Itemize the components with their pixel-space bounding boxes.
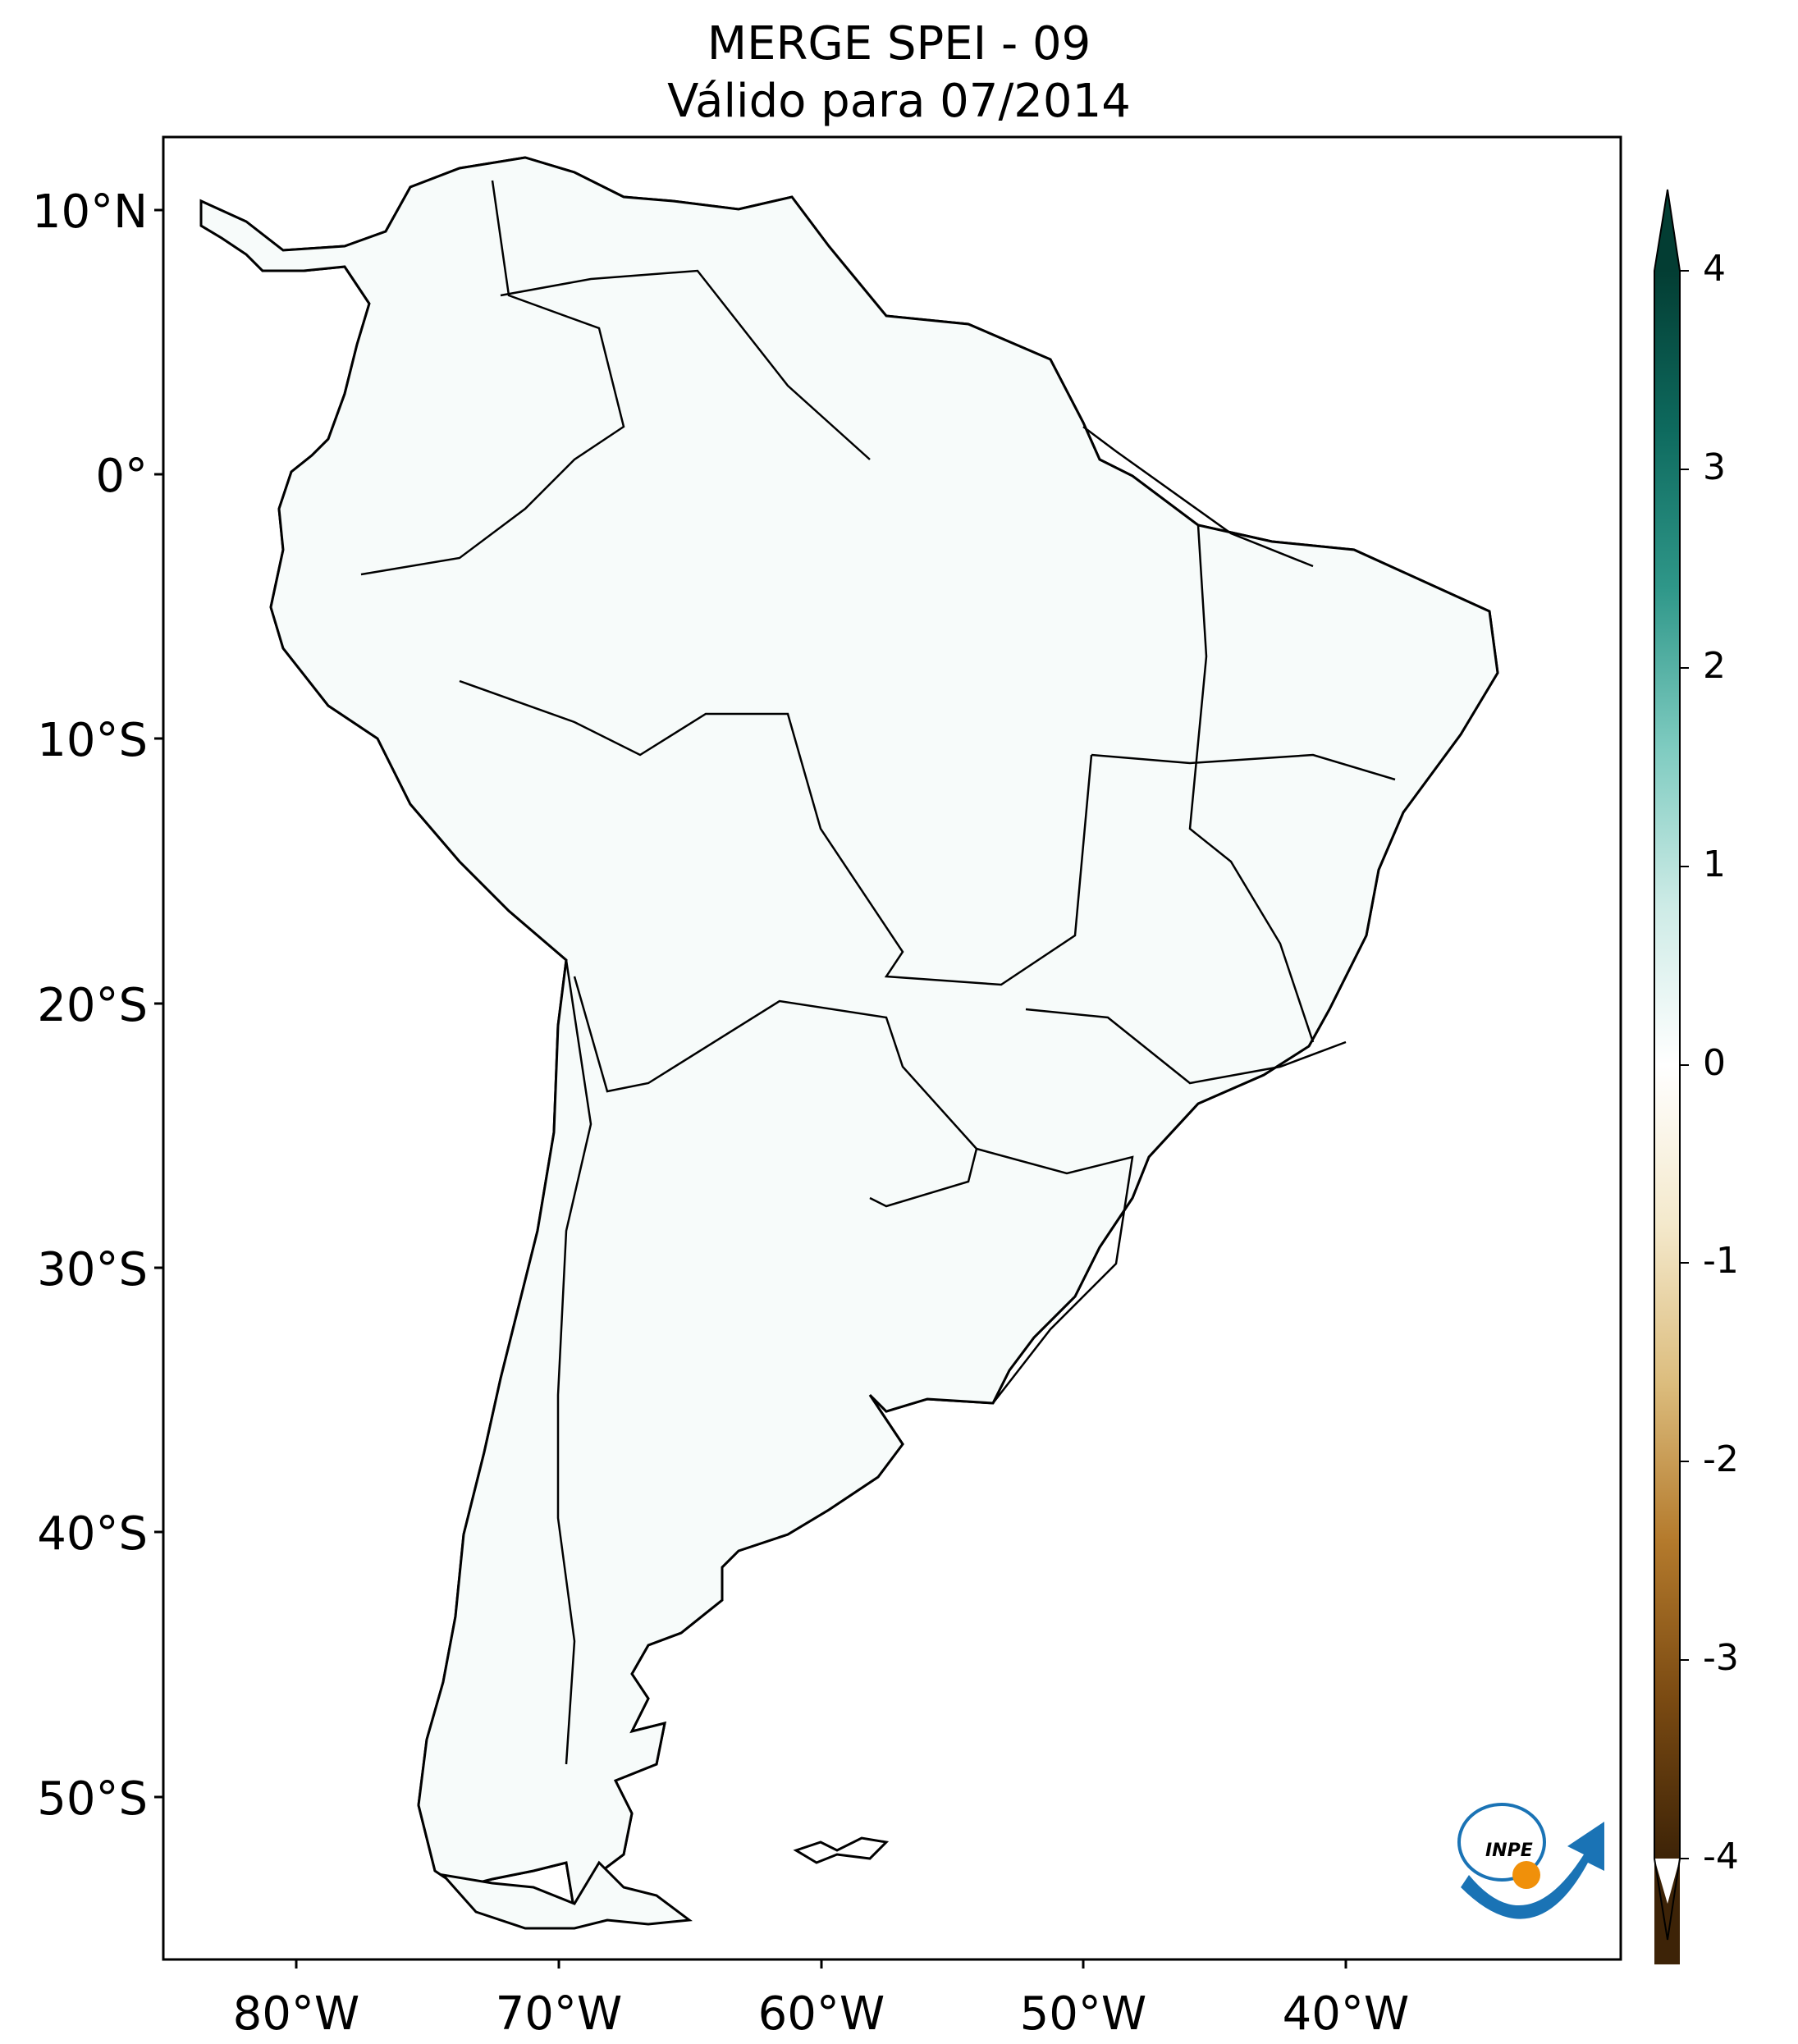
colorbar-label-m4: -4 [1703, 1836, 1739, 1877]
lat-label-0: 0° [95, 450, 148, 503]
lon-label-40w: 40°W [1282, 1987, 1410, 2041]
colorbar-extend-max [1654, 190, 1680, 271]
colorbar-extend-min [1654, 1859, 1680, 1964]
logo-sun [1512, 1861, 1540, 1889]
border-colombia [360, 180, 625, 576]
border-bolivia-argentina [573, 976, 978, 1208]
lon-label-60w: 60°W [757, 1987, 885, 2041]
colorbar-label-4: 4 [1703, 248, 1726, 290]
colorbar-label-1: 1 [1703, 844, 1726, 885]
border-chile-argentina [556, 959, 592, 1765]
lat-label-10n: 10°N [31, 185, 148, 239]
colorbar-label-m2: -2 [1703, 1438, 1739, 1480]
colorbar-label-m1: -1 [1703, 1240, 1739, 1282]
inpe-logo: INPE [1457, 1803, 1604, 1919]
lat-label-30s: 30°S [37, 1243, 148, 1296]
colorbar-label-0: 0 [1703, 1042, 1726, 1084]
map-subtitle: Válido para 07/2014 [667, 75, 1131, 128]
tierra-del-fuego [440, 1860, 693, 1930]
colorbar-ticks [1680, 270, 1689, 1859]
border-brazil-states-1 [1091, 753, 1396, 781]
lon-label-70w: 70°W [495, 1987, 623, 2041]
lat-label-20s: 20°S [37, 979, 148, 1032]
lon-label-80w: 80°W [232, 1987, 360, 2041]
axis-ticks [154, 208, 1347, 1969]
border-brazil-west [459, 679, 1093, 986]
colorbar-label-2: 2 [1703, 645, 1726, 687]
country-borders [360, 180, 1396, 1765]
colorbar [1654, 271, 1680, 1859]
border-venezuela-brazil [500, 269, 871, 460]
lat-label-50s: 50°S [37, 1772, 148, 1826]
logo-text: INPE [1485, 1841, 1533, 1861]
border-uruguay [976, 1147, 1134, 1404]
border-brazil-north [1082, 426, 1314, 568]
falkland-islands [793, 1836, 890, 1864]
colorbar-label-3: 3 [1703, 446, 1726, 488]
lat-label-10s: 10°S [37, 714, 148, 767]
map-title: MERGE SPEI - 09 [707, 17, 1091, 71]
colorbar-label-m3: -3 [1703, 1637, 1739, 1679]
lon-label-50w: 50°W [1019, 1987, 1147, 2041]
border-brazil-states-2 [1025, 1008, 1347, 1085]
lat-label-40s: 40°S [37, 1507, 148, 1561]
border-brazil-states-3 [1188, 524, 1315, 1043]
logo-swoosh [1461, 1822, 1604, 1919]
logo-orbit [1457, 1803, 1546, 1882]
